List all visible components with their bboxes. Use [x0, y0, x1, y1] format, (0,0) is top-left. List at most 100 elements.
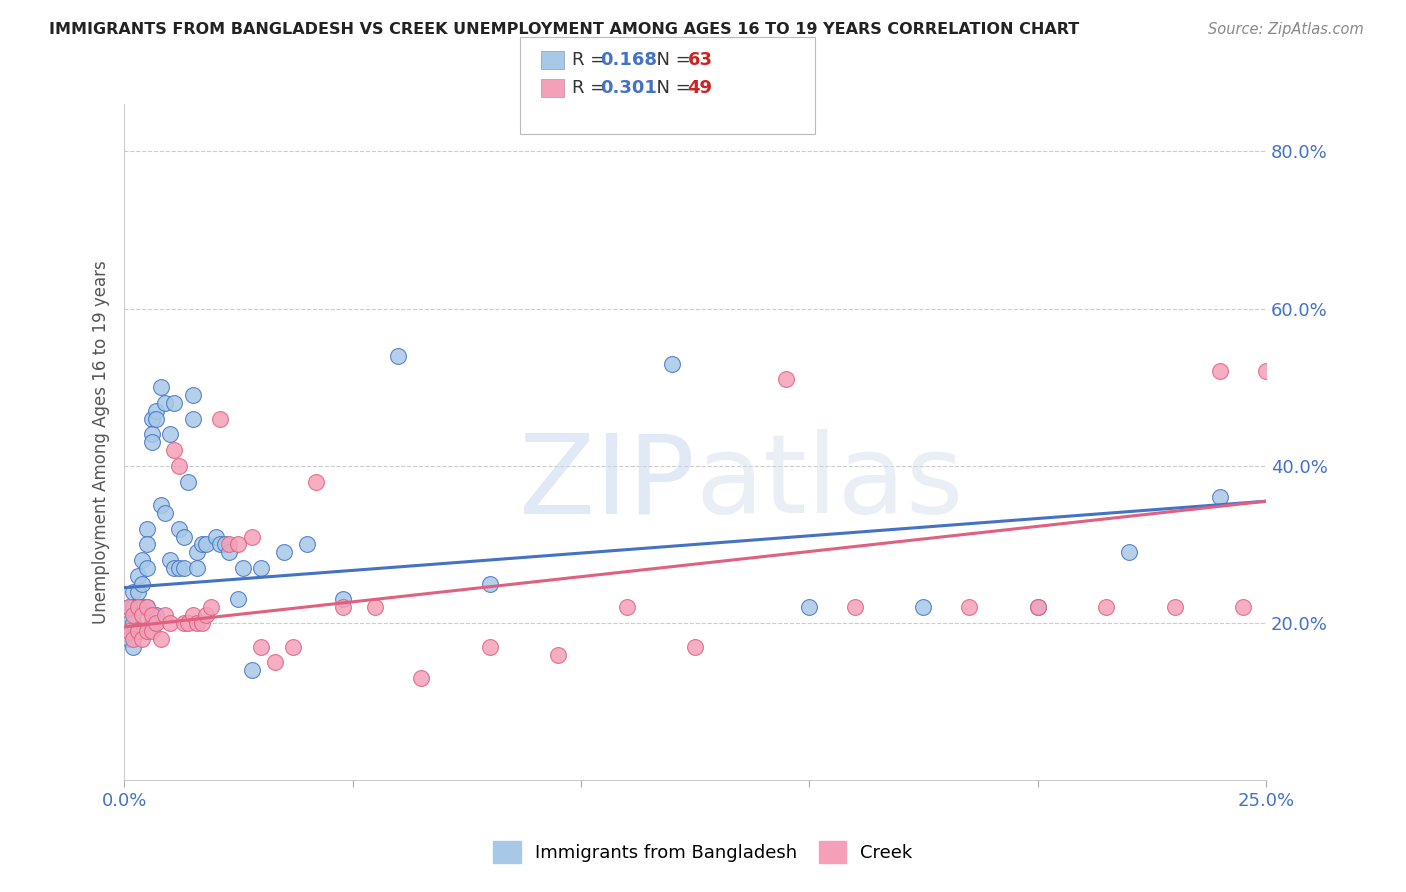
- Point: [195, 608, 218, 623]
- Point: [131, 632, 153, 646]
- Point: [209, 411, 232, 425]
- Text: N =: N =: [645, 79, 697, 97]
- Point: [155, 608, 177, 623]
- Point: [191, 537, 214, 551]
- Point: [957, 600, 980, 615]
- Point: [478, 640, 501, 654]
- Point: [775, 372, 797, 386]
- Point: [155, 396, 177, 410]
- Point: [209, 537, 232, 551]
- Text: 0.301: 0.301: [600, 79, 657, 97]
- Point: [118, 600, 141, 615]
- Point: [1118, 545, 1140, 559]
- Point: [295, 537, 318, 551]
- Point: [683, 640, 706, 654]
- Point: [181, 388, 204, 402]
- Point: [195, 537, 218, 551]
- Point: [136, 561, 159, 575]
- Point: [283, 640, 305, 654]
- Point: [186, 545, 208, 559]
- Point: [264, 656, 287, 670]
- Y-axis label: Unemployment Among Ages 16 to 19 years: Unemployment Among Ages 16 to 19 years: [93, 260, 110, 624]
- Point: [127, 624, 149, 638]
- Point: [1232, 600, 1254, 615]
- Point: [240, 663, 263, 677]
- Point: [145, 616, 167, 631]
- Point: [1254, 364, 1277, 378]
- Point: [127, 600, 149, 615]
- Point: [159, 616, 181, 631]
- Point: [616, 600, 638, 615]
- Point: [136, 600, 159, 615]
- Point: [332, 592, 354, 607]
- Point: [173, 616, 195, 631]
- Text: R =: R =: [572, 79, 612, 97]
- Point: [141, 624, 163, 638]
- Point: [145, 411, 167, 425]
- Text: 0.168: 0.168: [600, 51, 658, 69]
- Point: [547, 648, 569, 662]
- Point: [200, 600, 222, 615]
- Point: [912, 600, 935, 615]
- Text: 63: 63: [688, 51, 713, 69]
- Point: [141, 608, 163, 623]
- Point: [1026, 600, 1049, 615]
- Point: [1209, 490, 1232, 504]
- Point: [186, 616, 208, 631]
- Point: [136, 537, 159, 551]
- Point: [364, 600, 387, 615]
- Point: [218, 537, 240, 551]
- Point: [122, 632, 145, 646]
- Text: 49: 49: [688, 79, 713, 97]
- Point: [387, 349, 409, 363]
- Point: [149, 498, 172, 512]
- Point: [118, 632, 141, 646]
- Point: [478, 576, 501, 591]
- Point: [118, 624, 141, 638]
- Point: [163, 396, 186, 410]
- Point: [186, 561, 208, 575]
- Text: Source: ZipAtlas.com: Source: ZipAtlas.com: [1208, 22, 1364, 37]
- Point: [155, 506, 177, 520]
- Point: [127, 624, 149, 638]
- Point: [163, 443, 186, 458]
- Point: [167, 522, 190, 536]
- Point: [1095, 600, 1118, 615]
- Point: [332, 600, 354, 615]
- Point: [141, 616, 163, 631]
- Point: [273, 545, 295, 559]
- Point: [127, 569, 149, 583]
- Point: [232, 561, 254, 575]
- Point: [661, 357, 683, 371]
- Point: [305, 475, 328, 489]
- Point: [131, 553, 153, 567]
- Point: [118, 600, 141, 615]
- Point: [191, 616, 214, 631]
- Point: [141, 427, 163, 442]
- Point: [118, 616, 141, 631]
- Point: [131, 576, 153, 591]
- Point: [181, 411, 204, 425]
- Point: [159, 427, 181, 442]
- Point: [136, 522, 159, 536]
- Point: [131, 608, 153, 623]
- Point: [122, 584, 145, 599]
- Point: [167, 458, 190, 473]
- Point: [844, 600, 866, 615]
- Text: atlas: atlas: [695, 429, 963, 536]
- Point: [141, 435, 163, 450]
- Point: [159, 553, 181, 567]
- Point: [228, 592, 250, 607]
- Point: [240, 530, 263, 544]
- Point: [250, 561, 273, 575]
- Point: [409, 671, 432, 685]
- Text: ZIP: ZIP: [519, 429, 695, 536]
- Point: [1163, 600, 1185, 615]
- Point: [136, 600, 159, 615]
- Legend: Immigrants from Bangladesh, Creek: Immigrants from Bangladesh, Creek: [485, 832, 921, 872]
- Point: [122, 608, 145, 623]
- Text: N =: N =: [645, 51, 697, 69]
- Point: [122, 616, 145, 631]
- Point: [145, 608, 167, 623]
- Point: [127, 584, 149, 599]
